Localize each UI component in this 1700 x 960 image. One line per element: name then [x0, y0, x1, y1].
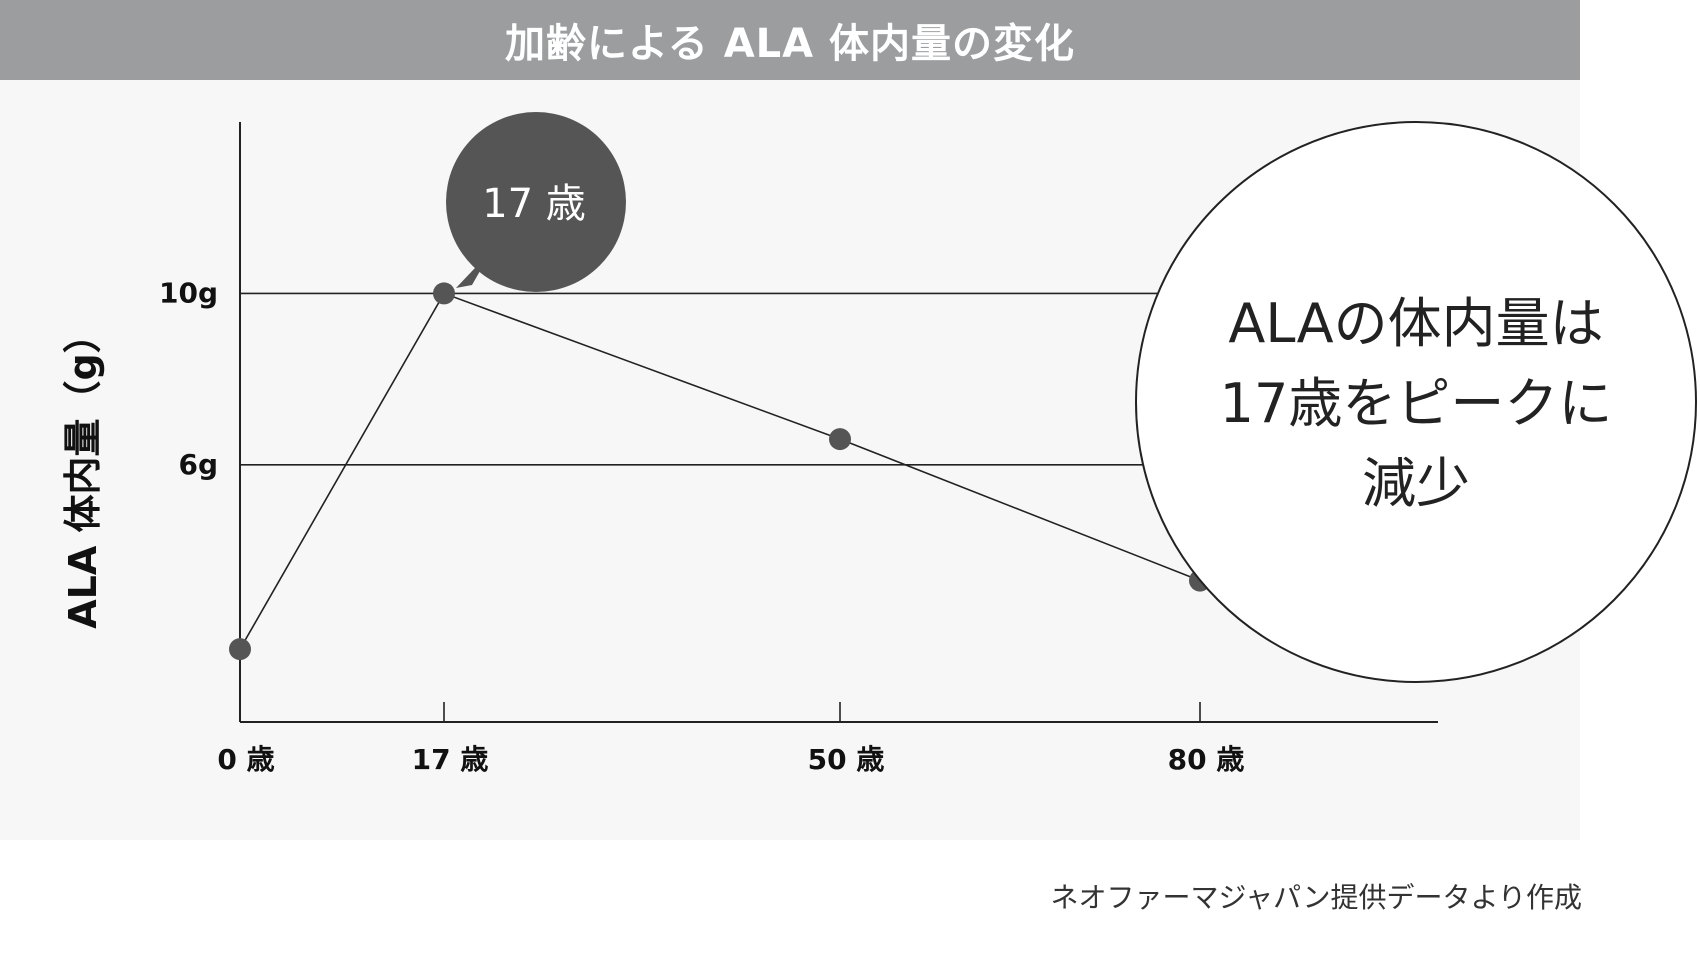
summary-line-1: 17歳をピークに [1220, 372, 1613, 435]
summary-line-0: ALAの体内量は [1228, 292, 1603, 355]
tick-labels: 6g 10g 0 歳 17 歳 50 歳 80 歳 [159, 276, 1244, 776]
summary-line-2: 減少 [1362, 452, 1470, 515]
data-point-50 [829, 428, 851, 451]
x-tick-label: 50 歳 [808, 743, 885, 776]
x-tick-label: 0 歳 [217, 743, 274, 776]
chart-title: 加齢による ALA 体内量の変化 [504, 21, 1076, 67]
grid-lines [240, 292, 1180, 466]
y-tick-label: 6g [178, 448, 218, 481]
y-tick-label: 10g [159, 276, 218, 309]
chart-panel: 6g 10g 0 歳 17 歳 50 歳 80 歳 17 歳 ALAの体内量は 17歳をピー… [0, 80, 1697, 840]
summary-circle-shape [1135, 121, 1697, 683]
x-tick-label: 80 歳 [1168, 743, 1245, 776]
line-chart: 6g 10g 0 歳 17 歳 50 歳 80 歳 17 歳 ALAの体内量は 17歳をピー… [61, 112, 1697, 776]
data-point-0 [229, 638, 251, 661]
axes [239, 122, 1438, 723]
series-line [239, 292, 1201, 650]
chart-header: 加齢による ALA 体内量の変化 [0, 0, 1580, 80]
x-tick-label: 17 歳 [412, 743, 489, 776]
callout-bubble: 17 歳 [446, 112, 626, 292]
y-axis-label: ALA 体内量（g） [61, 315, 105, 628]
bubble-label: 17 歳 [482, 181, 586, 227]
source-note: ネオファーマジャパン提供データより作成 [1050, 881, 1582, 914]
data-point-17 [433, 282, 455, 305]
bubble-circle [446, 112, 626, 292]
data-line [239, 292, 1201, 650]
series-points [229, 282, 1211, 661]
